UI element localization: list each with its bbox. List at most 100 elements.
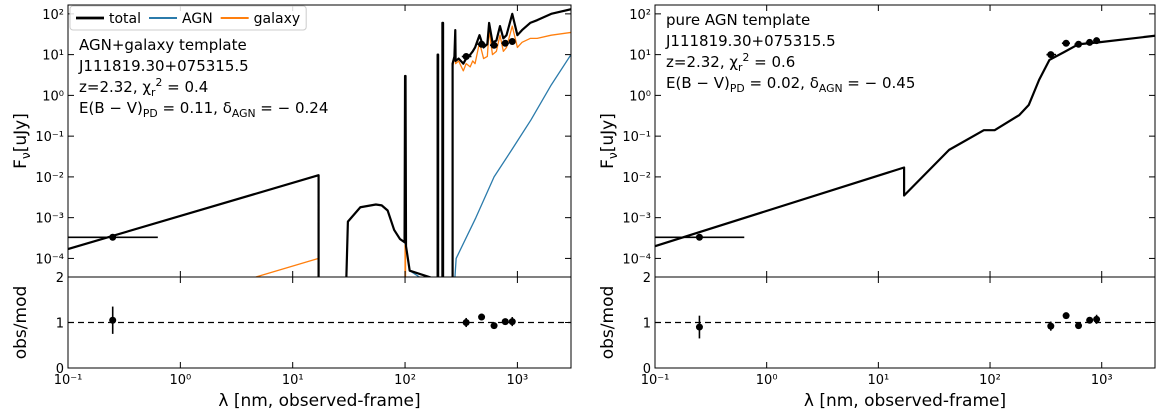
y-tick-label: 10⁻² <box>622 171 651 186</box>
y-tick-label: 0 <box>56 362 64 377</box>
data-point <box>462 52 470 60</box>
y-axis-label-part: [uJy] <box>11 113 31 152</box>
annotation-part: r <box>738 61 743 74</box>
plot-area <box>68 8 571 277</box>
series-line <box>255 22 571 277</box>
annotation: E(B − V)PD = 0.11, δAGN = − 0.24 <box>79 99 328 120</box>
annotation: z=2.32, χr2 = 0.4 <box>79 76 208 99</box>
data-point <box>109 316 117 324</box>
data-point <box>478 313 486 321</box>
legend-frame <box>69 5 307 31</box>
y-tick-label: 2 <box>643 271 651 286</box>
annotation: J111819.30+075315.5 <box>78 57 249 75</box>
y-axis-label-part: [uJy] <box>598 113 618 152</box>
annotation: E(B − V)PD = 0.02, δAGN = − 0.45 <box>666 74 915 95</box>
y-tick-label: 10⁻¹ <box>622 130 651 145</box>
y-axis-label-part: ν <box>19 152 33 159</box>
legend-label: AGN <box>182 11 213 27</box>
annotation-part: r <box>151 86 156 99</box>
y-tick-label: 10⁻³ <box>35 212 64 227</box>
y-tick-label: 2 <box>56 271 64 286</box>
data-point <box>501 318 509 326</box>
annotation-part: E(B − V) <box>79 99 143 117</box>
data-point <box>501 39 509 47</box>
x-tick-label: 10⁰ <box>169 373 191 388</box>
y-tick-label: 10⁻⁴ <box>622 252 651 267</box>
y-tick-label: 10⁻² <box>35 171 64 186</box>
y-axis-label-part: F <box>598 159 618 169</box>
data-point <box>1047 51 1055 59</box>
y-axis-label: obs/mod <box>598 286 618 360</box>
y-axis-label-part: ν <box>606 152 620 159</box>
y-axis-label-part: F <box>11 159 31 169</box>
annotation-part: J111819.30+075315.5 <box>665 32 836 50</box>
x-tick-label: 10³ <box>1091 373 1113 388</box>
annotation-part: PD <box>730 82 745 95</box>
data-point <box>695 233 703 241</box>
data-point <box>1075 322 1083 330</box>
data-point <box>490 322 498 330</box>
y-tick-label: 10⁻¹ <box>35 130 64 145</box>
plot-area <box>68 306 571 334</box>
axes-frame <box>67 276 572 369</box>
annotation-part: = 0.6 <box>749 53 795 71</box>
axes-frame <box>654 276 1156 369</box>
annotation-part: PD <box>143 107 158 120</box>
x-tick-label: 10² <box>394 373 416 388</box>
data-point <box>508 318 516 326</box>
data-point <box>1062 312 1070 320</box>
annotation-part: = 0.02, δ <box>745 74 819 92</box>
y-tick-label: 10² <box>629 8 651 23</box>
annotation-part: pure AGN template <box>666 11 810 29</box>
plot-area <box>655 312 1155 339</box>
y-tick-label: 1 <box>56 317 64 332</box>
y-tick-label: 10⁻³ <box>622 212 651 227</box>
data-point <box>695 323 703 331</box>
data-point <box>1062 39 1070 47</box>
annotation-part: J111819.30+075315.5 <box>78 57 249 75</box>
annotation-part: z=2.32, χ <box>79 78 151 96</box>
y-tick-label: 1 <box>643 317 651 332</box>
annotation: J111819.30+075315.5 <box>665 32 836 50</box>
x-tick-label: 10⁻¹ <box>54 373 83 388</box>
y-tick-label: 10¹ <box>629 49 651 64</box>
data-point <box>508 37 516 45</box>
data-point <box>1086 38 1094 46</box>
series-line <box>68 8 571 277</box>
annotation: z=2.32, χr2 = 0.6 <box>666 51 795 74</box>
x-tick-label: 10⁻¹ <box>641 373 670 388</box>
y-tick-label: 10² <box>42 8 64 23</box>
annotation: AGN+galaxy template <box>79 36 247 54</box>
annotation-part: = − 0.24 <box>256 99 329 117</box>
data-point <box>1047 322 1055 330</box>
annotation: pure AGN template <box>666 11 810 29</box>
y-tick-label: 0 <box>643 362 651 377</box>
annotation-part: E(B − V) <box>666 74 730 92</box>
data-point <box>462 319 470 326</box>
x-tick-label: 10¹ <box>867 373 889 388</box>
x-axis-label: λ [nm, observed-frame] <box>218 391 420 411</box>
x-axis-label: λ [nm, observed-frame] <box>804 391 1006 411</box>
y-tick-label: 10¹ <box>42 49 64 64</box>
legend-label: galaxy <box>254 11 301 27</box>
data-point <box>109 233 117 241</box>
y-tick-label: 10⁰ <box>42 89 64 104</box>
x-tick-label: 10⁰ <box>756 373 778 388</box>
annotation-part: AGN <box>232 107 256 120</box>
y-tick-label: 10⁻⁴ <box>35 252 64 267</box>
annotation-part: = 0.4 <box>162 78 208 96</box>
y-axis-label: Fν[uJy] <box>598 113 620 169</box>
x-tick-label: 10² <box>979 373 1001 388</box>
y-tick-label: 10⁰ <box>629 89 651 104</box>
annotation-part: AGN <box>819 82 843 95</box>
plot-area <box>655 34 1155 248</box>
y-axis-label: Fν[uJy] <box>11 113 33 169</box>
annotation-part: = − 0.45 <box>843 74 916 92</box>
annotation-part: 2 <box>156 76 163 89</box>
annotation-part: AGN+galaxy template <box>79 36 247 54</box>
data-point <box>1093 315 1101 323</box>
x-tick-label: 10¹ <box>282 373 304 388</box>
data-point <box>1093 37 1101 45</box>
